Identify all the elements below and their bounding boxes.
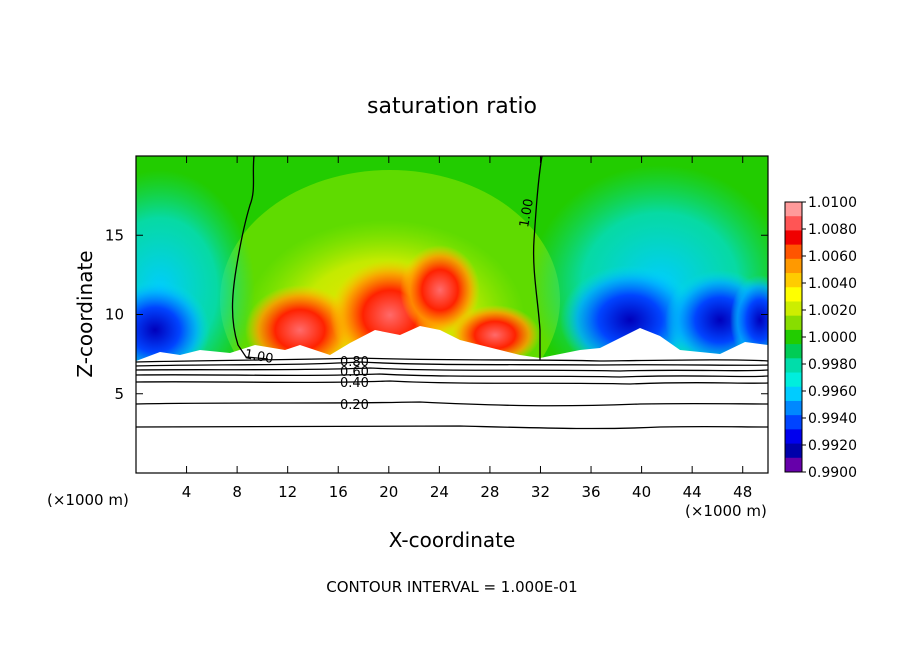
contour-band-2 (136, 361, 768, 367)
colorbar-label: 0.9960 (808, 384, 857, 400)
contour-band-6 (136, 401, 768, 407)
colorbar-segment (785, 415, 802, 430)
x-tick-label: 32 (531, 483, 550, 501)
x-tick-label: 44 (683, 483, 702, 501)
colorbar: 1.0100 1.0080 1.0060 1.0040 1.0020 1.0000 0.99… (784, 195, 857, 481)
x-tick-label: 36 (581, 483, 600, 501)
colorbar-segment (785, 386, 802, 402)
colorbar-label: 1.0100 (808, 195, 857, 211)
x-tick-label: 20 (379, 483, 398, 501)
x-tick-label: 24 (430, 483, 449, 501)
colorbar-segment (785, 329, 802, 345)
x-tick-label: 16 (329, 483, 348, 501)
plot-field (136, 156, 768, 473)
y-tick-label: 5 (114, 385, 124, 403)
x-tick-label: 48 (733, 483, 752, 501)
colorbar-segment (785, 258, 802, 274)
y-axis-ticks: 5 10 15 (105, 226, 768, 403)
colorbar-segment (785, 443, 802, 459)
x-tick-label: 12 (278, 483, 297, 501)
colorbar-label: 0.9940 (808, 411, 857, 427)
colorbar-segment (785, 344, 802, 359)
x-axis-ticks: 4 8 12 16 20 24 28 32 36 40 44 48 (182, 156, 752, 501)
x-axis-unit-right: (×1000 m) (685, 502, 767, 520)
x-tick-label: 4 (182, 483, 192, 501)
contour-1.00-left (231, 156, 269, 360)
contour-band-7 (136, 425, 768, 430)
x-tick-label: 40 (632, 483, 651, 501)
contour-label-0.20: 0.20 (340, 398, 369, 413)
colorbar-label: 0.9920 (808, 438, 857, 454)
contour-interval-note: CONTOUR INTERVAL = 1.000E-01 (326, 578, 577, 596)
contour-band-4 (136, 373, 768, 378)
colorbar-label: 1.0060 (808, 249, 857, 265)
colorbar-label: 0.9900 (808, 465, 857, 481)
colorbar-segment (785, 457, 802, 473)
y-axis-label: Z-coordinate (73, 250, 97, 377)
colorbar-segment (785, 216, 802, 231)
x-tick-label: 8 (232, 483, 242, 501)
colorbar-segment (785, 372, 802, 388)
x-axis-label: X-coordinate (389, 528, 516, 552)
colorbar-segment (785, 301, 802, 317)
colorbar-segment (785, 202, 802, 217)
colorbar-segment (785, 273, 802, 288)
contour-band-5 (136, 380, 768, 385)
colorbar-label: 1.0080 (808, 222, 857, 238)
colorbar-segment (785, 315, 802, 331)
contour-label-0.60: 0.60 (340, 365, 369, 380)
colorbar-segment (785, 358, 802, 374)
contour-label-1.00-left: 1.00 (243, 347, 274, 367)
contour-lines (136, 156, 768, 430)
colorbar-label: 1.0040 (808, 276, 857, 292)
colorbar-label: 1.0020 (808, 303, 857, 319)
colorbar-segment (785, 400, 802, 416)
x-tick-label: 28 (480, 483, 499, 501)
chart-title: saturation ratio (367, 94, 537, 119)
colorbar-segment (785, 429, 802, 445)
y-tick-label: 15 (105, 226, 124, 244)
colorbar-segment (785, 287, 802, 302)
contour-label-0.40: 0.40 (340, 376, 369, 391)
colorbar-segment (785, 244, 802, 260)
y-tick-label: 10 (105, 306, 124, 324)
contour-labels: 1.00 1.00 0.80 0.60 0.40 0.20 (243, 198, 537, 413)
contour-band-3 (136, 367, 768, 372)
colorbar-label: 0.9980 (808, 357, 857, 373)
contour-label-0.80: 0.80 (340, 355, 369, 370)
contour-1.00-right (532, 156, 543, 360)
x-axis-unit-left: (×1000 m) (47, 491, 129, 509)
contour-band-1 (136, 357, 768, 363)
colorbar-label: 1.0000 (808, 330, 857, 346)
contour-label-1.00-right: 1.00 (517, 198, 537, 229)
colorbar-segment (785, 230, 802, 246)
